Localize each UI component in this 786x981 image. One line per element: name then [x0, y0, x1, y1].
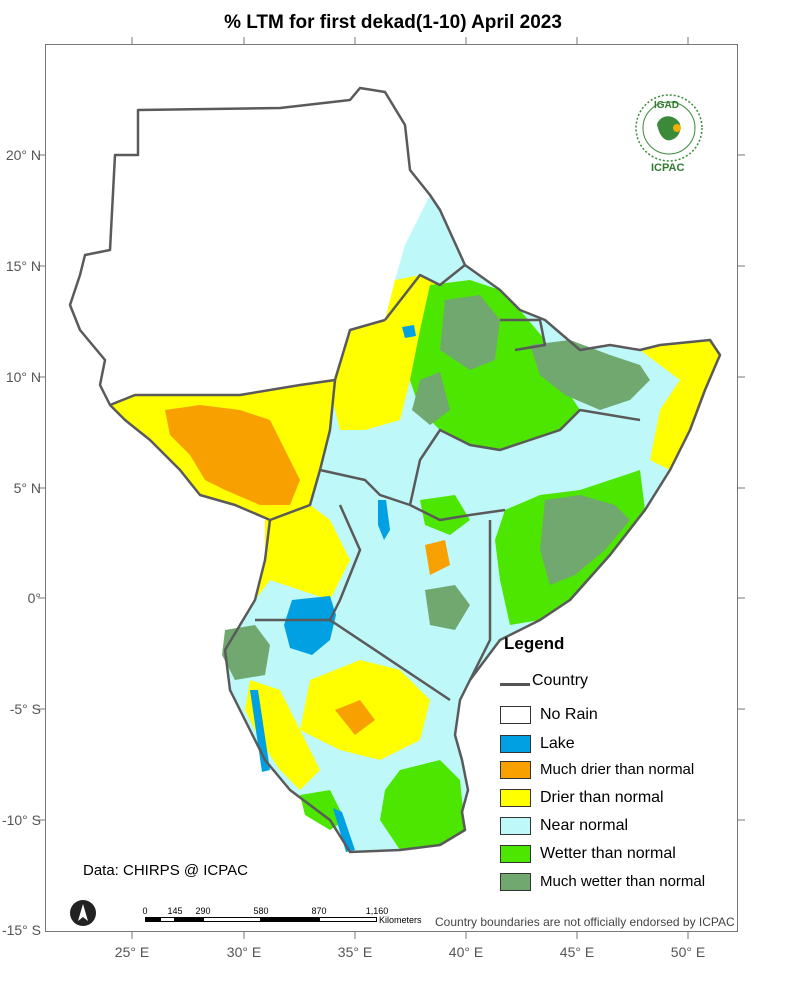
no-rain-north [70, 88, 430, 405]
legend-label: Country [532, 672, 589, 689]
y-tick-label: -15° S [1, 922, 41, 938]
logo-bottom-text: ICPAC [651, 162, 685, 174]
country-line-swatch [500, 683, 530, 686]
legend-label: No Rain [540, 706, 598, 723]
y-tick-label: 20° N [5, 147, 41, 163]
legend-label: Near normal [540, 817, 629, 834]
much-wetter-zone-ethiopia [440, 295, 500, 370]
drier-zone-south [255, 505, 350, 600]
y-tick-label: 5° N [13, 480, 41, 496]
lake-tana [402, 325, 416, 338]
much-drier-zone-small-2 [425, 540, 450, 575]
country-boundaries [68, 86, 722, 854]
y-tick-label: 10° N [5, 369, 41, 385]
scale-bar: 0 145 290 580 870 1,160 Kilometers [142, 906, 435, 930]
scale-label: 290 [195, 906, 211, 916]
scale-segment [261, 917, 319, 922]
y-tick-label: 15° N [5, 258, 41, 274]
much-wetter-zone-drc [222, 625, 270, 680]
wetter-zone-south [380, 760, 465, 850]
x-tick-label: 50° E [670, 944, 706, 960]
swatch-wetter [500, 845, 531, 863]
much-wetter-zone-somalia [540, 495, 630, 585]
swatch-no-rain [500, 706, 531, 724]
swatch-near-normal [500, 817, 531, 835]
legend-label: Lake [540, 735, 575, 752]
scale-label: 1,160 [365, 906, 389, 916]
north-arrow-icon [70, 900, 96, 926]
much-wetter-zone-ethiopia-2 [412, 372, 450, 425]
x-tick-label: 25° E [114, 944, 150, 960]
x-tick-label: 30° E [226, 944, 262, 960]
lake-tanganyika [250, 690, 270, 772]
much-wetter-zone-horn [530, 340, 650, 410]
legend-label: Much wetter than normal [540, 873, 706, 890]
scale-label: 145 [167, 906, 183, 916]
y-tick-label: -10° S [1, 812, 41, 828]
map-title: % LTM for first dekad(1-10) April 2023 [224, 12, 562, 33]
lake-malawi [333, 808, 355, 852]
scale-label: 580 [253, 906, 269, 916]
much-drier-zone [165, 405, 300, 505]
legend-label: Much drier than normal [540, 761, 695, 778]
scale-segment [175, 917, 203, 922]
swatch-much-drier [500, 761, 531, 779]
y-tick-label: 0° [27, 590, 41, 606]
disclaimer: Country boundaries are not officially en… [435, 915, 735, 929]
x-tick-label: 35° E [337, 944, 373, 960]
scale-label: 0 [142, 906, 148, 916]
scale-unit: Kilometers [379, 915, 422, 925]
x-tick-label: 40° E [448, 944, 484, 960]
y-tick-label: -5° S [9, 701, 41, 717]
igad-icpac-logo [635, 94, 703, 162]
drier-zone-centre [330, 275, 440, 430]
much-drier-zone-small [335, 700, 375, 735]
scale-segment [145, 917, 160, 922]
legend-label: Drier than normal [540, 789, 664, 806]
drier-zone-east [640, 340, 720, 470]
legend-title: Legend [504, 634, 565, 653]
wetter-zone-mid [420, 495, 470, 535]
scale-segment [203, 917, 261, 922]
swatch-drier [500, 789, 531, 807]
drier-zone-sw [245, 680, 320, 790]
swatch-lake [500, 735, 531, 753]
wetter-zone-tz-west [300, 790, 345, 830]
scale-label: 870 [311, 906, 327, 916]
swatch-much-wetter [500, 873, 531, 891]
scale-segment [319, 917, 377, 922]
x-tick-label: 45° E [559, 944, 595, 960]
much-wetter-zone-kenya [425, 585, 470, 630]
scale-segment [160, 917, 175, 922]
legend-label: Wetter than normal [540, 845, 676, 862]
lake-victoria [284, 596, 336, 655]
lake-turkana [378, 500, 390, 540]
data-source: Data: CHIRPS @ ICPAC [83, 862, 248, 879]
logo-top-text: IGAD [654, 100, 679, 111]
